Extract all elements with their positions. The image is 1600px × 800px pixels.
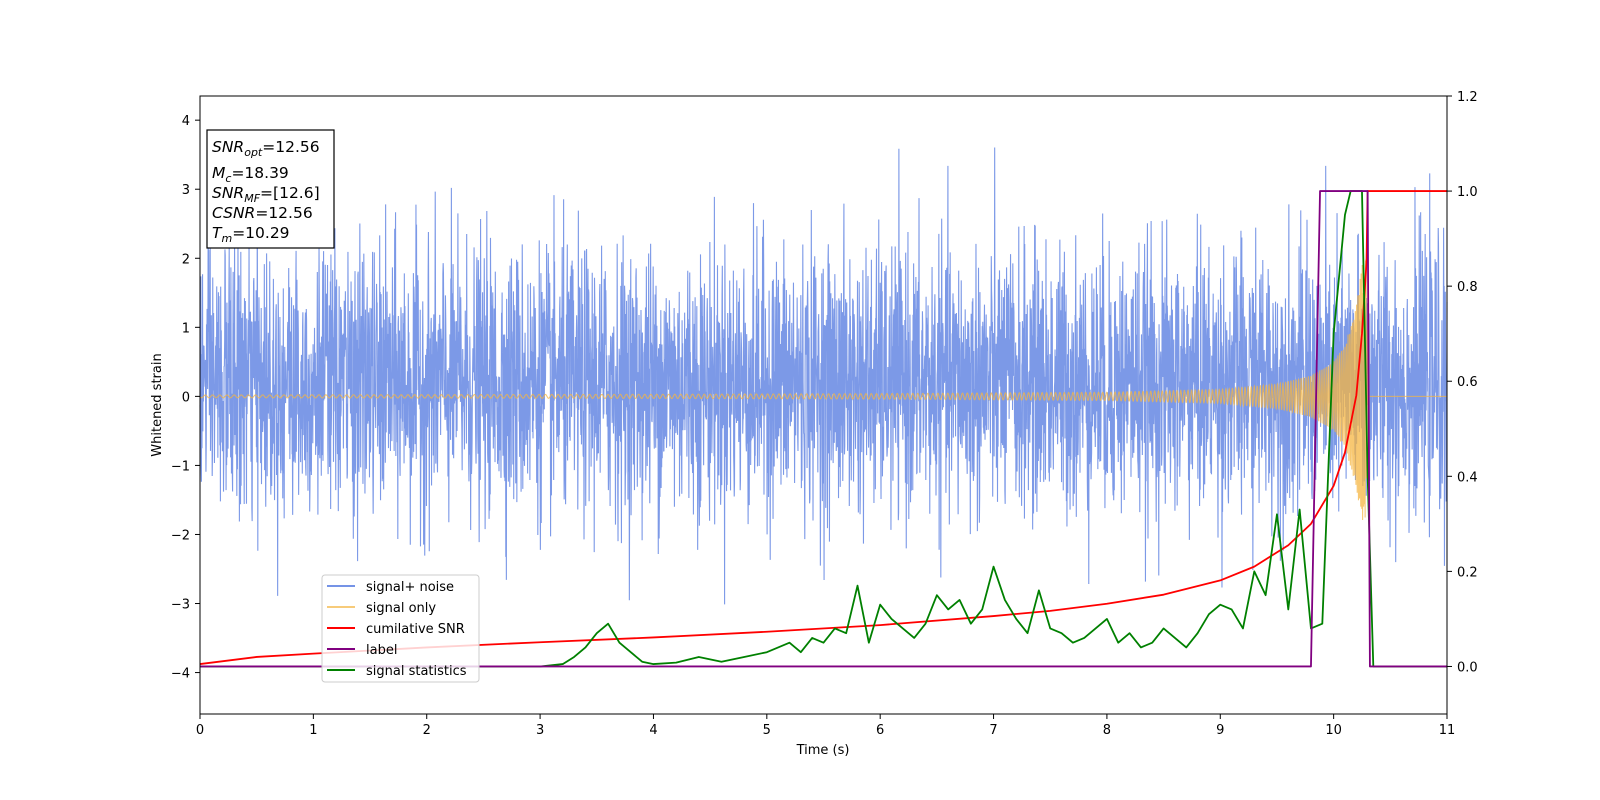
- legend: signal+ noise signal only cumilative SNR…: [321, 574, 480, 683]
- x-axis-ticks: 0 1 2 3 4 5 6 7 8 9 10 11: [196, 714, 1455, 738]
- y-tick-label: 1: [182, 321, 190, 336]
- x-tick-label: 5: [763, 723, 771, 738]
- y-tick-label: −3: [171, 598, 190, 613]
- legend-label: signal statistics: [366, 664, 467, 679]
- cumilative-snr-line: [199, 190, 1447, 665]
- signal-noise-line: [199, 147, 1448, 605]
- y-tick-label: −2: [171, 528, 190, 543]
- info-snr-mf: SNRMF=[12.6]: [212, 184, 320, 205]
- x-tick-label: 2: [423, 723, 431, 738]
- legend-label: signal+ noise: [366, 580, 454, 595]
- x-axis-label: Time (s): [796, 743, 850, 758]
- y2-tick-label: 0.2: [1457, 565, 1478, 580]
- signal-only-line: [199, 258, 1447, 520]
- x-tick-label: 8: [1103, 723, 1111, 738]
- legend-item-signal-statistics: signal statistics: [327, 664, 467, 679]
- x-tick-label: 6: [876, 723, 884, 738]
- info-box: SNRopt=12.56 Mc=18.39 SNRMF=[12.6] CSNR=…: [206, 129, 335, 249]
- legend-item-cumulative-snr: cumilative SNR: [327, 622, 465, 637]
- y-axis-label: Whitened strain: [150, 353, 165, 456]
- plot-frame: [199, 95, 1448, 715]
- legend-item-signal-noise: signal+ noise: [327, 580, 454, 595]
- legend-frame: [321, 574, 480, 683]
- y-tick-label: −4: [171, 667, 190, 682]
- legend-label: label: [366, 643, 397, 658]
- y2-tick-label: 0.8: [1457, 280, 1478, 295]
- legend-label: signal only: [366, 601, 436, 616]
- legend-item-label: label: [327, 643, 397, 658]
- signal-only-series: [199, 258, 1447, 520]
- info-box-frame: [206, 129, 335, 249]
- y2-tick-label: 1.2: [1457, 90, 1478, 105]
- x-tick-label: 0: [196, 723, 204, 738]
- signal-statistics-line: [200, 190, 1447, 668]
- info-tm: Tm=10.29: [212, 224, 290, 245]
- signal-noise-series: [199, 147, 1448, 605]
- y2-tick-label: 0.4: [1457, 470, 1478, 485]
- y-tick-label: 0: [182, 390, 190, 405]
- right-axis-series: [199, 190, 1447, 668]
- x-tick-label: 10: [1325, 723, 1342, 738]
- y-tick-label: −1: [171, 459, 190, 474]
- info-snr-opt: SNRopt=12.56: [212, 138, 320, 159]
- x-tick-label: 1: [309, 723, 317, 738]
- x-tick-label: 3: [536, 723, 544, 738]
- y2-tick-label: 1.0: [1457, 185, 1478, 200]
- x-tick-label: 7: [989, 723, 997, 738]
- legend-label: cumilative SNR: [366, 622, 465, 637]
- y2-tick-label: 0.0: [1457, 660, 1478, 675]
- x-tick-label: 11: [1439, 723, 1456, 738]
- x-tick-label: 9: [1216, 723, 1224, 738]
- y-tick-label: 4: [182, 114, 190, 129]
- y-tick-label: 2: [182, 252, 190, 267]
- info-mc: Mc=18.39: [212, 164, 289, 185]
- y-axis-ticks: 4 3 2 1 0 −1 −2 −3 −4: [171, 114, 200, 682]
- x-tick-label: 4: [649, 723, 657, 738]
- y2-axis-ticks: 1.2 1.0 0.8 0.6 0.4 0.2 0.0: [1447, 90, 1478, 675]
- y2-tick-label: 0.6: [1457, 375, 1478, 390]
- legend-item-signal-only: signal only: [327, 601, 436, 616]
- info-csnr: CSNR=12.56: [212, 204, 313, 222]
- label-line: [200, 190, 1447, 668]
- y-tick-label: 3: [182, 183, 190, 198]
